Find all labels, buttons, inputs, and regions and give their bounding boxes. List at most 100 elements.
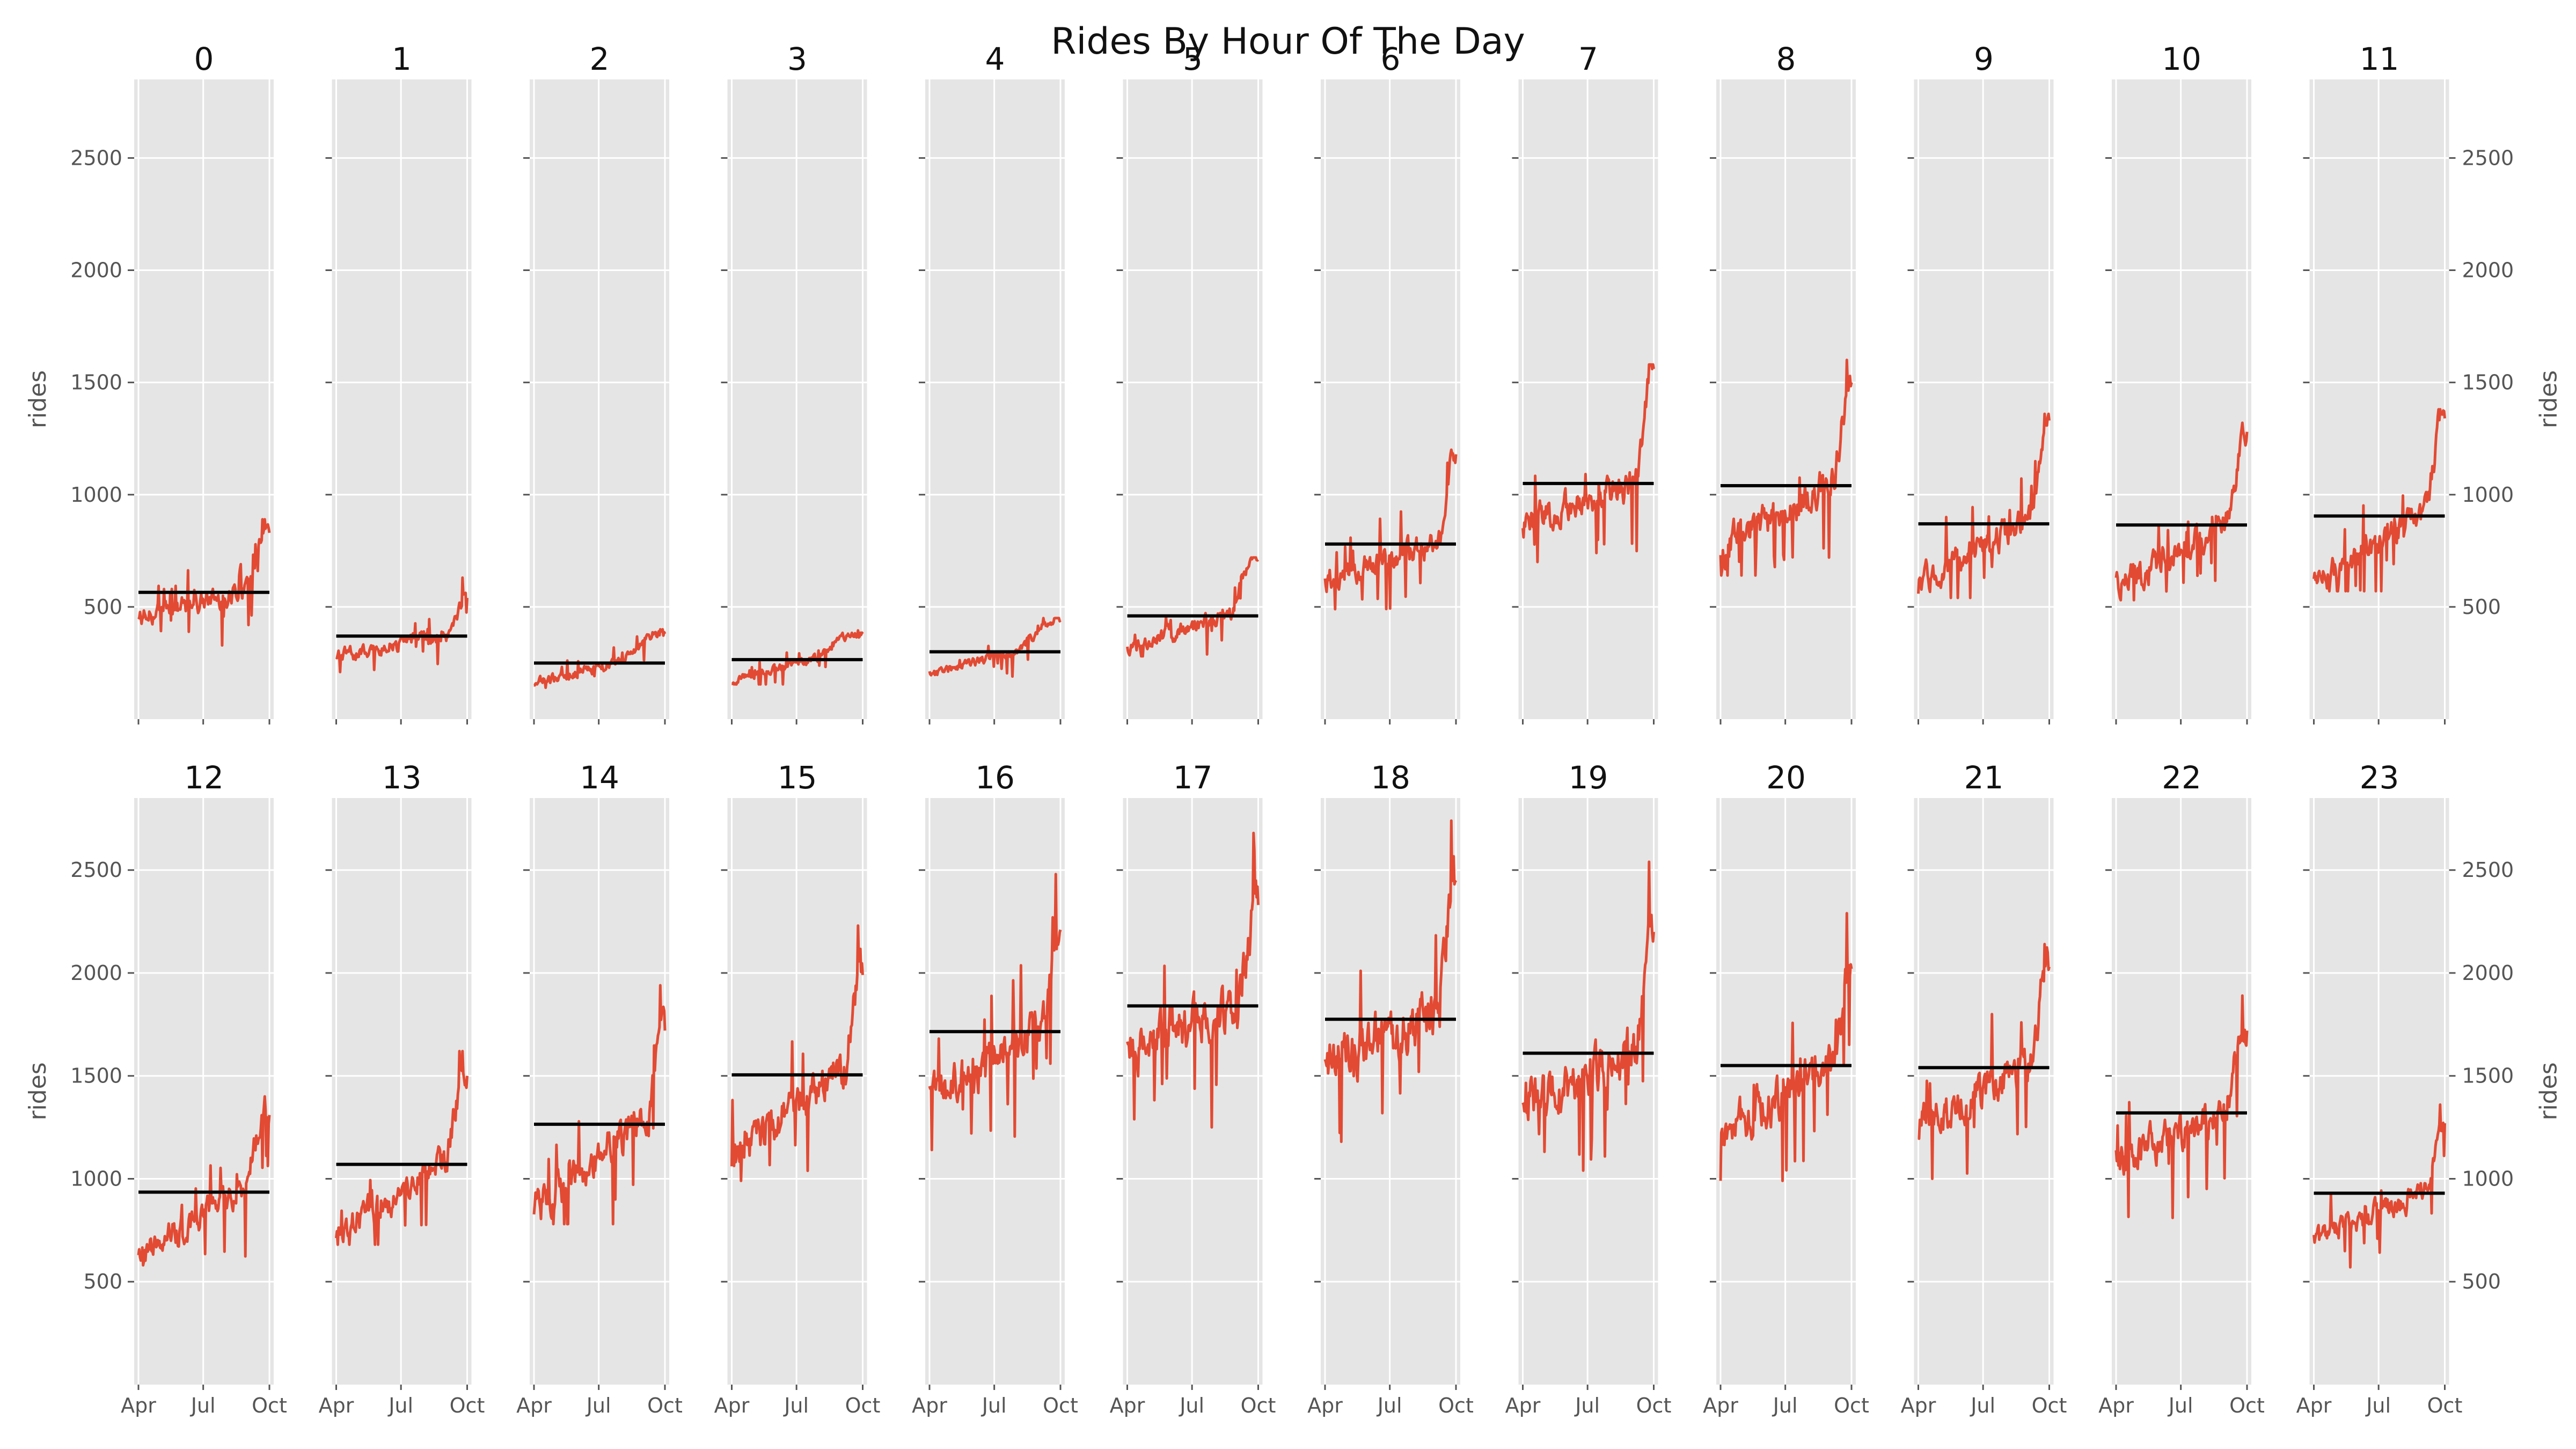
panel-hour-5: 5 xyxy=(1116,41,1263,724)
x-tick-label: Oct xyxy=(1636,1394,1672,1417)
series-line xyxy=(2312,1103,2446,1269)
x-tick-label: Apr xyxy=(1703,1394,1738,1417)
x-tick-label: Oct xyxy=(450,1394,485,1417)
panel-title: 2 xyxy=(590,41,610,77)
x-tick-label: Apr xyxy=(714,1394,750,1417)
x-tick-label: Jul xyxy=(981,1394,1007,1417)
x-tick-label: Oct xyxy=(1834,1394,1869,1417)
panel-title: 3 xyxy=(787,41,807,77)
series-line xyxy=(1323,448,1458,611)
panel-hour-19: Apr Jul Oct 19 xyxy=(1505,759,1672,1417)
x-tick-label: Apr xyxy=(2296,1394,2332,1417)
series-line xyxy=(1917,412,2051,599)
x-tick-label: Jul xyxy=(1179,1394,1204,1417)
panel-hour-16: Apr Jul Oct 16 xyxy=(912,759,1078,1417)
panel-hour-8: 8 xyxy=(1710,41,1856,724)
panel-hour-18: Apr Jul Oct 18 xyxy=(1307,759,1474,1417)
y-axis-label: rides xyxy=(2535,370,2563,428)
panel-hour-20: Apr Jul Oct 20 xyxy=(1703,759,1869,1417)
panel-hour-3: 3 xyxy=(721,41,867,724)
panel-title: 8 xyxy=(1776,41,1796,77)
x-tick-label: Jul xyxy=(387,1394,413,1417)
x-tick-label: Jul xyxy=(1772,1394,1798,1417)
panel-hour-12: Apr Jul Oct 500 1000 1500 2000 2500 12 xyxy=(70,759,287,1417)
panel-hour-17: Apr Jul Oct 17 xyxy=(1110,759,1276,1417)
x-tick-label: Apr xyxy=(121,1394,156,1417)
panel-hour-11: 500 1000 1500 2000 2500 11 xyxy=(2303,41,2514,724)
panel-hour-0: 500 1000 1500 2000 2500 0 xyxy=(70,41,274,724)
panel-title: 15 xyxy=(778,759,817,796)
y-tick-label: 500 xyxy=(2462,595,2501,619)
panel-title: 21 xyxy=(1964,759,2004,796)
y-tick-label: 500 xyxy=(2462,1270,2501,1293)
series-line xyxy=(533,628,667,689)
y-tick-label: 2500 xyxy=(2462,146,2514,170)
panel-title: 10 xyxy=(2162,41,2201,77)
x-tick-label: Oct xyxy=(2229,1394,2265,1417)
series-line xyxy=(730,924,864,1182)
x-tick-label: Apr xyxy=(319,1394,354,1417)
y-tick-label: 2000 xyxy=(70,961,122,985)
y-tick-label: 1500 xyxy=(2462,371,2514,394)
x-tick-label: Oct xyxy=(2032,1394,2067,1417)
y-axis-label: rides xyxy=(2535,1062,2563,1120)
y-tick-label: 2000 xyxy=(70,259,122,282)
y-tick-label: 2500 xyxy=(2462,858,2514,882)
series-line xyxy=(1521,363,1655,564)
series-line xyxy=(335,1050,469,1246)
x-tick-label: Jul xyxy=(190,1394,216,1417)
panel-title: 7 xyxy=(1578,41,1598,77)
x-tick-label: Apr xyxy=(1307,1394,1343,1417)
x-tick-label: Oct xyxy=(1438,1394,1474,1417)
x-tick-label: Oct xyxy=(2427,1394,2463,1417)
series-line xyxy=(1126,556,1260,658)
panel-title: 11 xyxy=(2360,41,2399,77)
panel-hour-15: Apr Jul Oct 15 xyxy=(714,759,881,1417)
panel-title: 5 xyxy=(1183,41,1203,77)
x-tick-label: Apr xyxy=(1110,1394,1145,1417)
series-line xyxy=(1126,831,1260,1129)
y-tick-label: 1000 xyxy=(70,1167,122,1190)
panel-hour-4: 4 xyxy=(919,41,1065,724)
series-line xyxy=(137,1095,271,1267)
y-tick-label: 1000 xyxy=(2462,1167,2514,1190)
panel-title: 12 xyxy=(184,759,224,796)
x-tick-label: Apr xyxy=(516,1394,552,1417)
panel-hour-7: 7 xyxy=(1512,41,1658,724)
panel-hour-22: Apr Jul Oct 22 xyxy=(2098,759,2265,1417)
series-line xyxy=(1323,819,1458,1143)
panel-title: 16 xyxy=(975,759,1015,796)
x-tick-label: Jul xyxy=(2365,1394,2391,1417)
x-tick-label: Oct xyxy=(1241,1394,1276,1417)
x-tick-label: Jul xyxy=(1970,1394,1995,1417)
panel-hour-21: Apr Jul Oct 21 xyxy=(1901,759,2067,1417)
series-line xyxy=(1719,358,1853,577)
x-tick-label: Oct xyxy=(1043,1394,1078,1417)
y-tick-label: 1000 xyxy=(70,483,122,507)
x-tick-label: Jul xyxy=(2168,1394,2193,1417)
y-tick-label: 1000 xyxy=(2462,483,2514,507)
x-tick-label: Oct xyxy=(845,1394,881,1417)
panel-title: 1 xyxy=(392,41,412,77)
panel-hour-14: Apr Jul Oct 14 xyxy=(516,759,683,1417)
panel-title: 23 xyxy=(2360,759,2399,796)
panel-hour-13: Apr Jul Oct 13 xyxy=(319,759,485,1417)
y-tick-label: 2500 xyxy=(70,858,122,882)
y-tick-label: 500 xyxy=(83,1270,122,1293)
panel-hour-9: 9 xyxy=(1907,41,2054,724)
y-tick-label: 1500 xyxy=(70,371,122,394)
y-tick-label: 1500 xyxy=(2462,1064,2514,1088)
y-axis-label: rides xyxy=(24,370,52,428)
y-tick-label: 2000 xyxy=(2462,259,2514,282)
panel-title: 6 xyxy=(1381,41,1401,77)
series-line xyxy=(1719,912,1853,1182)
series-line xyxy=(928,873,1062,1152)
x-tick-label: Oct xyxy=(252,1394,287,1417)
x-tick-label: Apr xyxy=(1901,1394,1936,1417)
series-line xyxy=(2114,994,2249,1219)
panel-title: 19 xyxy=(1569,759,1608,796)
y-tick-label: 500 xyxy=(83,595,122,619)
panel-hour-2: 2 xyxy=(523,41,669,724)
